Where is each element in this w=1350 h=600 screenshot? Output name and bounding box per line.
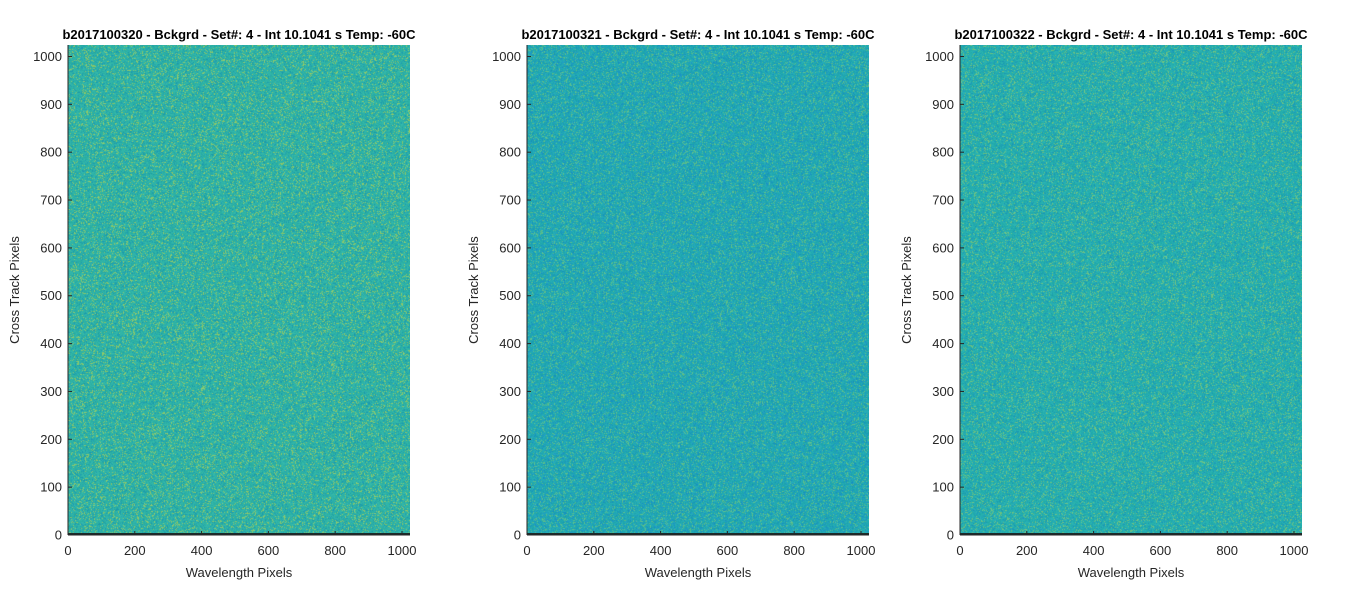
y-tick-label: 400: [932, 336, 954, 351]
y-tick-label: 700: [499, 193, 521, 208]
y-tick-label: 700: [932, 193, 954, 208]
x-tick-label: 800: [783, 543, 805, 558]
subplot-grid: 0 200 400 600 800 100001002003004005006007008…: [7, 27, 1308, 580]
y-tick-label: 800: [40, 145, 62, 160]
y-tick-label: 500: [40, 288, 62, 303]
y-tick-label: 1000: [925, 49, 954, 64]
y-tick-label: 0: [514, 528, 521, 543]
chart-title: b2017100320 - Bckgrd - Set#: 4 - Int 10.…: [62, 27, 416, 42]
x-tick-label: 0: [64, 543, 71, 558]
y-tick-label: 100: [40, 480, 62, 495]
x-tick-label: 400: [650, 543, 672, 558]
y-tick-label: 600: [499, 240, 521, 255]
x-tick-label: 200: [124, 543, 146, 558]
x-tick-label: 600: [258, 543, 280, 558]
y-tick-label: 400: [40, 336, 62, 351]
heatmap-bottom-row: [68, 533, 410, 535]
subplot-2: 0 200 400 600 800 1000 0 100 200 300 400 500 600 700 8…: [466, 27, 875, 580]
x-tick-label: 800: [1216, 543, 1238, 558]
y-tick-label: 100: [499, 480, 521, 495]
x-tick-label: 1000: [847, 543, 876, 558]
y-tick-label: 500: [499, 288, 521, 303]
y-tick-label: 900: [40, 97, 62, 112]
y-axis-label: Cross Track Pixels: [466, 236, 481, 344]
chart-title: b2017100322 - Bckgrd - Set#: 4 - Int 10.…: [954, 27, 1308, 42]
y-tick-label: 300: [40, 384, 62, 399]
x-tick-label: 600: [717, 543, 739, 558]
x-tick-label: 0: [523, 543, 530, 558]
y-tick-label: 1000: [492, 49, 521, 64]
y-tick-label: 200: [932, 432, 954, 447]
y-tick-label: 900: [932, 97, 954, 112]
y-tick-label: 0: [55, 528, 62, 543]
x-tick-label: 400: [1083, 543, 1105, 558]
y-tick-label: 600: [40, 240, 62, 255]
y-axis-label: Cross Track Pixels: [899, 236, 914, 344]
y-tick-label: 800: [499, 145, 521, 160]
y-tick-label: 300: [932, 384, 954, 399]
subplot-3: 0 200 400 600 800 1000 0 100 200 300 400 500 600 700 8…: [899, 27, 1308, 580]
x-axis-label: Wavelength Pixels: [186, 565, 293, 580]
y-tick-label: 300: [499, 384, 521, 399]
heatmap-bottom-row: [527, 533, 869, 535]
x-tick-label: 0: [956, 543, 963, 558]
x-axis-label: Wavelength Pixels: [645, 565, 752, 580]
y-tick-label: 400: [499, 336, 521, 351]
x-axis-label: Wavelength Pixels: [1078, 565, 1185, 580]
x-tick-label: 400: [191, 543, 213, 558]
x-tick-label: 200: [1016, 543, 1038, 558]
x-tick-label: 1000: [388, 543, 417, 558]
y-tick-label: 0: [947, 528, 954, 543]
y-tick-label: 1000: [33, 49, 62, 64]
y-tick-label: 700: [40, 193, 62, 208]
heatmap-bottom-row: [960, 533, 1302, 535]
y-tick-label: 100: [932, 480, 954, 495]
y-tick-label: 200: [40, 432, 62, 447]
y-tick-label: 800: [932, 145, 954, 160]
heatmap-image: [527, 45, 869, 535]
x-tick-label: 1000: [1280, 543, 1309, 558]
y-tick-label: 200: [499, 432, 521, 447]
heatmap-image: [68, 45, 410, 535]
subplot-1: 0 200 400 600 800 1000 0 100 200 300 400 500 600 700 8…: [7, 27, 416, 580]
y-tick-label: 600: [932, 240, 954, 255]
x-tick-label: 800: [324, 543, 346, 558]
y-axis-label: Cross Track Pixels: [7, 236, 22, 344]
y-tick-label: 900: [499, 97, 521, 112]
x-tick-label: 200: [583, 543, 605, 558]
x-tick-label: 600: [1150, 543, 1172, 558]
y-tick-label: 500: [932, 288, 954, 303]
heatmap-image: [960, 45, 1302, 535]
chart-title: b2017100321 - Bckgrd - Set#: 4 - Int 10.…: [521, 27, 875, 42]
